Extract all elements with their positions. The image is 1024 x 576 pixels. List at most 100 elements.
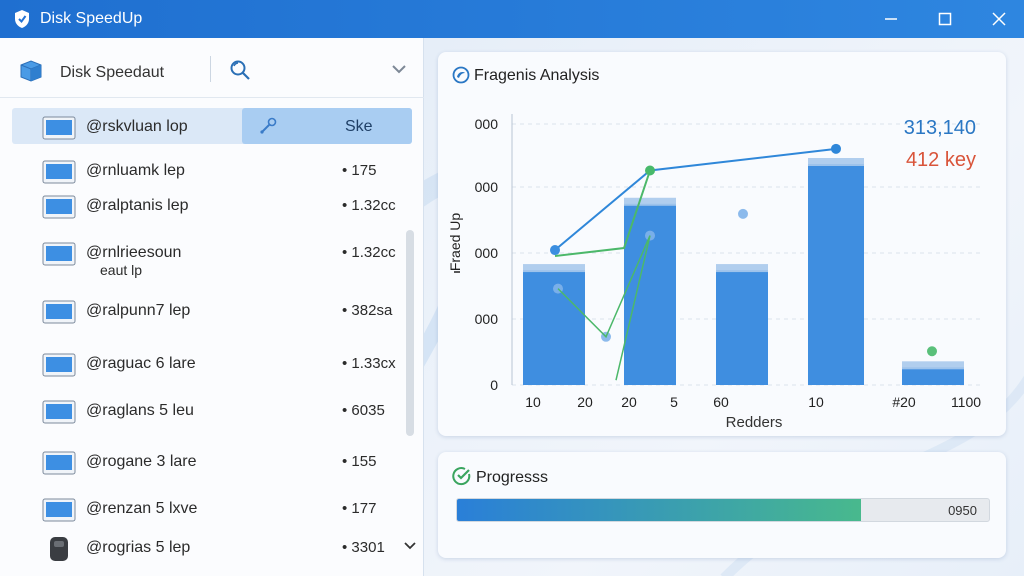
x-tick-label: 60: [713, 394, 729, 410]
x-tick-label: 5: [670, 394, 678, 410]
drive-row[interactable]: @rnlrieesoun eaut lp • 1.32cc: [12, 234, 412, 278]
minimize-button[interactable]: [866, 0, 916, 38]
maximize-icon: [938, 12, 952, 26]
series-line: [554, 147, 837, 251]
bar-cap: [716, 264, 768, 273]
drive-row[interactable]: @raglans 5 leu • 6035: [12, 392, 412, 428]
analysis-area: Fragenis Analysis 000 000 000 000 0 Fraed Up 1…: [424, 38, 1024, 576]
y-tick-label: 000: [475, 245, 499, 261]
header-divider: [210, 56, 211, 82]
maximize-button[interactable]: [920, 0, 970, 38]
scroll-down-chevron-icon[interactable]: [403, 540, 417, 552]
x-tick-label: 1100: [951, 394, 981, 410]
drive-name: @raglans 5 leu: [86, 402, 194, 419]
progress-bar: 0950: [456, 498, 990, 522]
drive-icon: [42, 300, 76, 324]
title-bar: Disk SpeedUp: [0, 0, 1024, 38]
progress-card: Progresss 0950: [438, 452, 1006, 558]
usb-drive-icon: [50, 537, 68, 561]
app-title: Disk SpeedUp: [40, 10, 143, 27]
scatter-trend: [557, 235, 651, 381]
drive-icon: [42, 242, 76, 266]
chart-annotation: 313,140: [904, 117, 976, 139]
drive-row[interactable]: @ralptanis lep • 1.32cc: [12, 187, 412, 223]
drive-name: @rogrias 5 lep: [86, 539, 191, 556]
drive-row[interactable]: @rogrias 5 lep • 3301: [12, 529, 412, 565]
drive-list-header: Disk Speedaut: [0, 38, 424, 98]
scatter-point: [738, 208, 748, 219]
x-tick-label: 20: [577, 394, 593, 410]
drive-size: • 177: [342, 500, 377, 517]
drive-icon: [42, 195, 76, 219]
disk-box-icon: [20, 60, 42, 82]
drive-name-sub: eaut lp: [100, 262, 143, 278]
drive-name: @ralptanis lep: [86, 197, 189, 214]
y-axis-label: Fraed Up: [447, 213, 463, 272]
drive-name: @raguac 6 lare: [86, 355, 196, 372]
x-tick-label: #20: [892, 394, 916, 410]
x-tick-label: 20: [621, 394, 637, 410]
chevron-down-icon[interactable]: [390, 62, 408, 76]
scrollbar-thumb[interactable]: [406, 230, 414, 436]
bar: [902, 367, 964, 385]
drive-size: • 3301: [342, 539, 385, 556]
progress-check-icon: [452, 467, 471, 486]
y-tick-label: 000: [475, 179, 499, 195]
y-tick-label: 000: [475, 311, 499, 327]
drive-size: • 382sa: [342, 302, 393, 319]
y-tick-label: 000: [475, 116, 499, 132]
line-point: [645, 165, 655, 176]
drive-icon: [42, 116, 76, 140]
drive-size: • 175: [342, 162, 377, 179]
drive-name: @rnluamk lep: [86, 162, 185, 179]
chart-title: Fragenis Analysis: [474, 67, 600, 84]
wrench-icon[interactable]: [258, 116, 280, 136]
drive-list-panel: Disk Speedaut @rskvluan lop Ske @rnl: [0, 38, 424, 576]
drive-size: • 155: [342, 453, 377, 470]
drive-row[interactable]: @rnluamk lep • 175: [12, 152, 412, 188]
speedup-label[interactable]: Ske: [345, 118, 373, 135]
close-icon: [992, 12, 1006, 26]
drive-name: @rogane 3 lare: [86, 453, 197, 470]
drive-icon: [42, 400, 76, 424]
drive-row[interactable]: @renzan 5 lxve • 177: [12, 490, 412, 526]
drive-row[interactable]: @ralpunn7 lep • 382sa: [12, 292, 412, 328]
chart-annotation: 412 key: [906, 149, 976, 171]
drive-icon: [42, 451, 76, 475]
close-button[interactable]: [974, 0, 1024, 38]
fragment-analysis-icon: [452, 66, 470, 84]
drive-row[interactable]: @raguac 6 lare • 1.33cx: [12, 345, 412, 381]
bar: [716, 270, 768, 385]
x-tick-label: 10: [525, 394, 541, 410]
bar: [808, 164, 864, 385]
y-tick-label: 0: [490, 377, 498, 393]
scatter-point: [927, 346, 937, 357]
line-point: [831, 143, 841, 154]
x-axis-label: Redders: [726, 414, 783, 431]
drive-name: @ralpunn7 lep: [86, 302, 191, 319]
speedup-action-area[interactable]: [242, 108, 412, 144]
drive-row-selected[interactable]: @rskvluan lop Ske: [12, 108, 412, 144]
bar-cap: [808, 158, 864, 166]
drive-size: • 1.32cc: [342, 244, 396, 261]
drive-icon: [42, 160, 76, 184]
fragment-analysis-card: Fragenis Analysis 000 000 000 000 0 Fraed Up 1…: [438, 52, 1006, 436]
drive-name: @rskvluan lop: [86, 118, 188, 135]
progress-title: Progresss: [476, 469, 549, 486]
search-icon[interactable]: [228, 58, 252, 82]
progress-value: 0950: [948, 503, 977, 518]
drive-size: • 6035: [342, 402, 385, 419]
drive-name: @renzan 5 lxve: [86, 500, 198, 517]
drive-name: @rnlrieesoun: [86, 244, 182, 261]
progress-fill: [457, 499, 862, 521]
drive-icon: [42, 353, 76, 377]
panel-title: Disk Speedaut: [60, 64, 165, 81]
minimize-icon: [885, 18, 897, 20]
series-line-green: [554, 170, 651, 258]
x-tick-label: 10: [808, 394, 824, 410]
bar-cap: [624, 197, 676, 206]
drive-row[interactable]: @rogane 3 lare • 155: [12, 443, 412, 479]
app-shield-icon: [15, 10, 29, 28]
